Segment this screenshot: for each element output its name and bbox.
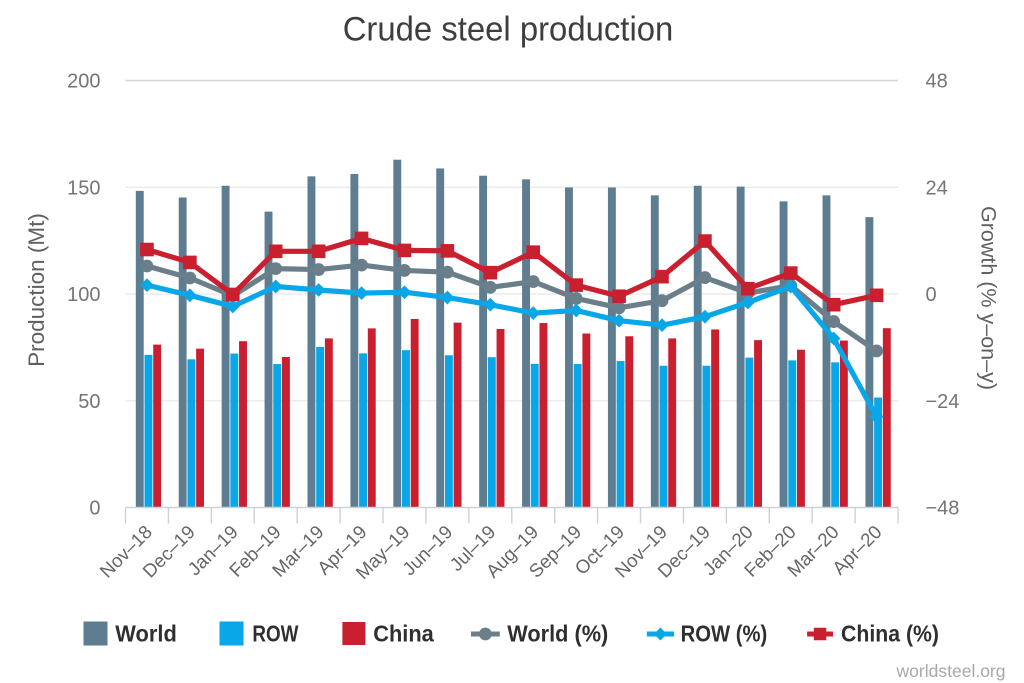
svg-text:24: 24 [926,177,948,199]
svg-text:China (%): China (%) [841,621,939,647]
svg-text:−24: −24 [926,391,960,413]
svg-text:0: 0 [926,284,937,306]
svg-text:200: 200 [67,71,100,93]
svg-text:50: 50 [78,391,100,413]
svg-text:Production (Mt): Production (Mt) [24,213,49,367]
svg-text:100: 100 [67,284,100,306]
svg-text:China: China [373,621,434,647]
svg-text:0: 0 [89,498,100,520]
svg-text:150: 150 [67,177,100,199]
svg-text:ROW: ROW [252,621,298,647]
svg-text:Growth (% y–on–y): Growth (% y–on–y) [977,206,1001,390]
svg-text:World: World [115,621,177,647]
svg-text:48: 48 [926,71,948,93]
svg-text:ROW (%): ROW (%) [681,621,768,647]
svg-text:World (%): World (%) [507,621,608,647]
svg-text:Crude steel production: Crude steel production [343,11,674,49]
svg-text:worldsteel.org: worldsteel.org [896,661,1006,681]
svg-text:−48: −48 [926,498,960,520]
